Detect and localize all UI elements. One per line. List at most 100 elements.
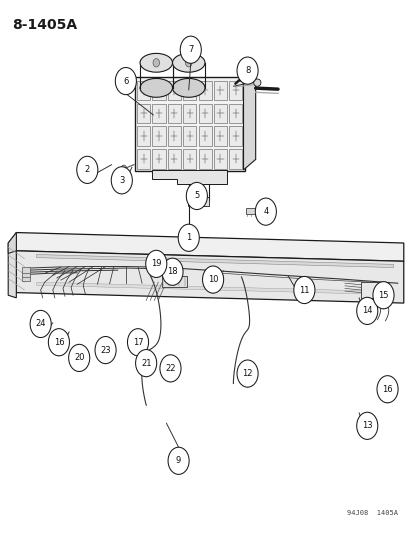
Ellipse shape: [140, 78, 172, 97]
Circle shape: [159, 355, 180, 382]
Text: 1: 1: [186, 233, 191, 243]
Text: 23: 23: [100, 345, 111, 354]
FancyBboxPatch shape: [161, 277, 187, 287]
Circle shape: [153, 59, 159, 67]
Circle shape: [180, 36, 201, 63]
FancyBboxPatch shape: [360, 281, 381, 298]
FancyBboxPatch shape: [214, 103, 226, 123]
FancyBboxPatch shape: [229, 149, 242, 168]
Circle shape: [69, 344, 90, 372]
Polygon shape: [16, 232, 403, 261]
Text: 8: 8: [244, 66, 249, 75]
FancyBboxPatch shape: [137, 149, 150, 168]
Polygon shape: [152, 170, 227, 184]
Ellipse shape: [253, 79, 260, 86]
Text: 14: 14: [361, 306, 372, 316]
FancyBboxPatch shape: [183, 80, 196, 100]
FancyBboxPatch shape: [198, 80, 211, 100]
Text: 16: 16: [53, 338, 64, 347]
FancyBboxPatch shape: [167, 80, 180, 100]
FancyBboxPatch shape: [214, 80, 226, 100]
Polygon shape: [36, 254, 393, 268]
Polygon shape: [16, 251, 403, 303]
Ellipse shape: [172, 78, 204, 97]
Text: 17: 17: [133, 338, 143, 347]
FancyBboxPatch shape: [214, 126, 226, 146]
FancyBboxPatch shape: [152, 126, 165, 146]
Polygon shape: [243, 68, 255, 170]
Text: 21: 21: [140, 359, 151, 368]
Circle shape: [161, 258, 183, 285]
Circle shape: [121, 165, 126, 173]
FancyBboxPatch shape: [188, 197, 209, 206]
Text: 24: 24: [36, 319, 46, 328]
FancyBboxPatch shape: [22, 266, 30, 273]
FancyBboxPatch shape: [152, 149, 165, 168]
FancyBboxPatch shape: [229, 126, 242, 146]
Circle shape: [48, 329, 69, 356]
Circle shape: [255, 198, 276, 225]
Text: 13: 13: [361, 421, 372, 430]
Polygon shape: [36, 282, 393, 295]
FancyBboxPatch shape: [229, 80, 242, 100]
FancyBboxPatch shape: [137, 103, 150, 123]
Circle shape: [76, 156, 97, 183]
Circle shape: [376, 376, 397, 403]
Text: 12: 12: [242, 369, 252, 378]
FancyBboxPatch shape: [198, 126, 211, 146]
Text: 5: 5: [194, 191, 199, 200]
FancyBboxPatch shape: [22, 275, 30, 281]
Polygon shape: [8, 232, 16, 254]
Polygon shape: [8, 232, 16, 298]
FancyBboxPatch shape: [167, 103, 180, 123]
Circle shape: [111, 167, 132, 194]
FancyBboxPatch shape: [214, 149, 226, 168]
Text: 9: 9: [176, 456, 181, 465]
Ellipse shape: [140, 53, 172, 72]
Text: 16: 16: [381, 385, 392, 394]
FancyBboxPatch shape: [152, 103, 165, 123]
FancyBboxPatch shape: [183, 103, 196, 123]
FancyBboxPatch shape: [229, 103, 242, 123]
Text: 6: 6: [123, 77, 128, 86]
FancyBboxPatch shape: [137, 80, 150, 100]
FancyBboxPatch shape: [167, 126, 180, 146]
Circle shape: [356, 297, 377, 325]
Circle shape: [178, 224, 199, 252]
Circle shape: [185, 59, 192, 67]
Circle shape: [356, 412, 377, 439]
Text: 15: 15: [377, 290, 388, 300]
FancyBboxPatch shape: [183, 149, 196, 168]
Polygon shape: [245, 208, 259, 214]
Text: 10: 10: [207, 275, 218, 284]
Circle shape: [30, 310, 51, 337]
FancyBboxPatch shape: [183, 126, 196, 146]
FancyBboxPatch shape: [167, 149, 180, 168]
Circle shape: [237, 360, 257, 387]
FancyBboxPatch shape: [22, 271, 30, 277]
Text: 2: 2: [85, 165, 90, 174]
Text: 11: 11: [299, 286, 309, 295]
Circle shape: [372, 281, 393, 309]
Circle shape: [186, 182, 207, 209]
Ellipse shape: [172, 53, 204, 72]
Text: 4: 4: [263, 207, 268, 216]
Circle shape: [237, 57, 257, 84]
FancyBboxPatch shape: [137, 126, 150, 146]
Circle shape: [145, 251, 166, 278]
Text: 94J08  1405A: 94J08 1405A: [346, 510, 397, 516]
Text: 3: 3: [119, 176, 124, 185]
Circle shape: [95, 336, 116, 364]
FancyBboxPatch shape: [198, 149, 211, 168]
Text: 19: 19: [151, 260, 161, 269]
Text: 22: 22: [165, 364, 175, 373]
FancyBboxPatch shape: [152, 80, 165, 100]
Text: 18: 18: [167, 267, 178, 276]
Text: 20: 20: [74, 353, 84, 362]
Circle shape: [135, 350, 156, 377]
FancyBboxPatch shape: [135, 77, 244, 172]
Circle shape: [168, 447, 189, 474]
Circle shape: [127, 329, 148, 356]
Circle shape: [293, 277, 314, 304]
FancyBboxPatch shape: [198, 103, 211, 123]
